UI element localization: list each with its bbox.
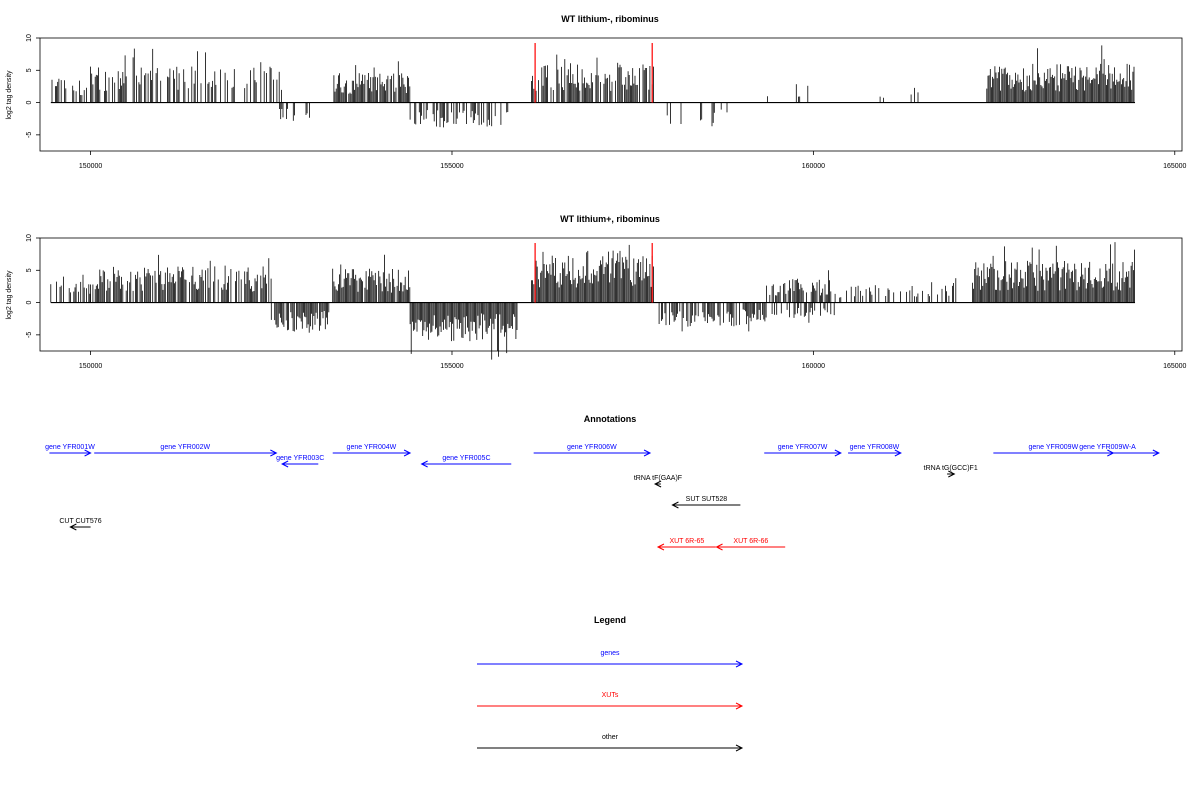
y-tick-label: 0 [26,301,33,305]
annotation-feature: gene YFR009W-A [1056,444,1160,457]
annotation-feature: XUT 6R-65 [656,538,716,551]
x-tick-label: 150000 [79,363,102,370]
feature-label: XUT 6R-66 [733,538,768,545]
y-tick-label: -5 [26,132,33,138]
y-tick-label: 5 [26,68,33,72]
annotation-feature: gene YFR007W [764,444,842,457]
plot-frame [39,237,1183,352]
arrow-head [403,449,412,457]
annotation-feature: gene YFR008W [848,444,902,457]
legend-label: other [602,734,619,741]
annotation-feature: tRNA tF(GAA)F [634,475,682,488]
arrow-head [69,523,77,531]
legend: Legend genes XUTs other [477,615,744,752]
panel-title: WT lithium-, ribominus [561,14,659,24]
feature-label: gene YFR001W [45,444,95,451]
annotation-items: gene YFR001W gene YFR002W gene YFR003C gene… [45,444,1160,551]
annotation-feature: SUT SUT528 [671,496,741,509]
arrow-head [715,543,723,551]
feature-label: XUT 6R-65 [669,538,704,545]
signal-bars [50,242,1136,360]
arrow-head [834,449,842,457]
feature-label: CUT CUT576 [59,518,101,525]
x-tick-label: 150000 [79,163,102,170]
annotation-feature: tRNA tG(GCC)F1 [924,465,978,478]
feature-label: tRNA tG(GCC)F1 [924,465,978,472]
annotation-feature: gene YFR001W [45,444,95,457]
legend-label: XUTs [602,692,619,699]
y-tick-label: 5 [26,268,33,272]
y-tick-label: 10 [26,234,33,242]
feature-label: gene YFR007W [778,444,828,451]
arrow-head [653,480,662,488]
x-tick-label: 165000 [1163,163,1186,170]
y-axis-label: log2 tag density [6,270,13,320]
feature-label: gene YFR003C [276,455,324,462]
annotation-feature: gene YFR006W [533,444,652,457]
arrow-head [270,449,278,457]
arrow-head [735,744,744,752]
arrow-head [948,470,956,478]
feature-label: gene YFR008W [850,444,900,451]
axes: -5 0 5 10 150000 155000 160000 165000 [26,234,1187,370]
arrow-head [671,501,679,509]
annotation-feature: gene YFR003C [276,455,324,468]
legend-entry: other [477,734,744,752]
feature-label: gene YFR006W [567,444,617,451]
annotation-feature: CUT CUT576 [59,518,102,531]
arrow-head [1152,449,1160,457]
feature-label: SUT SUT528 [686,496,728,503]
feature-label: gene YFR004W [347,444,397,451]
annotation-feature: gene YFR002W [94,444,278,457]
annotations-track: Annotations gene YFR001W gene YFR002Wgene… [45,414,1160,551]
arrow-head [894,449,902,457]
feature-label: gene YFR005C [442,455,490,462]
panel-lithium-plus: WT lithium+, ribominus log2 tag density … [6,214,1187,370]
boundary-markers [534,43,653,103]
panel-title: WT lithium+, ribominus [560,214,660,224]
y-axis-label: log2 tag density [6,70,13,120]
feature-label: tRNA tF(GAA)F [634,475,682,482]
arrow-head [643,449,652,457]
y-tick-label: 0 [26,101,33,105]
annotations-title: Annotations [584,414,637,424]
feature-label: gene YFR002W [160,444,210,451]
signal-bars [50,45,1136,128]
x-tick-label: 155000 [440,363,463,370]
legend-entry: XUTs [477,692,744,710]
y-tick-label: 10 [26,34,33,42]
legend-entry: genes [477,650,744,668]
arrow-head [84,449,92,457]
legend-entries: genes XUTs other [477,650,744,752]
legend-label: genes [600,650,620,657]
legend-title: Legend [594,615,626,625]
arrow-head [735,660,744,668]
annotation-feature: gene YFR005C [420,455,512,468]
panel-lithium-minus: WT lithium-, ribominus log2 tag density … [6,14,1187,170]
arrow-head [656,543,665,551]
arrow-head [735,702,744,710]
boundary-markers [534,243,653,303]
annotation-feature: gene YFR004W [332,444,412,457]
x-tick-label: 160000 [802,163,825,170]
arrow-head [420,460,428,468]
feature-label: gene YFR009W-A [1079,444,1136,451]
annotation-feature: XUT 6R-66 [715,538,786,551]
axes: -5 0 5 10 150000 155000 160000 165000 [26,34,1187,170]
x-tick-label: 165000 [1163,363,1186,370]
feature-label: gene YFR009W [1029,444,1079,451]
x-tick-label: 155000 [440,163,463,170]
y-tick-label: -5 [26,332,33,338]
x-tick-label: 160000 [802,363,825,370]
plot-frame [39,37,1183,152]
arrow-head [281,460,289,468]
